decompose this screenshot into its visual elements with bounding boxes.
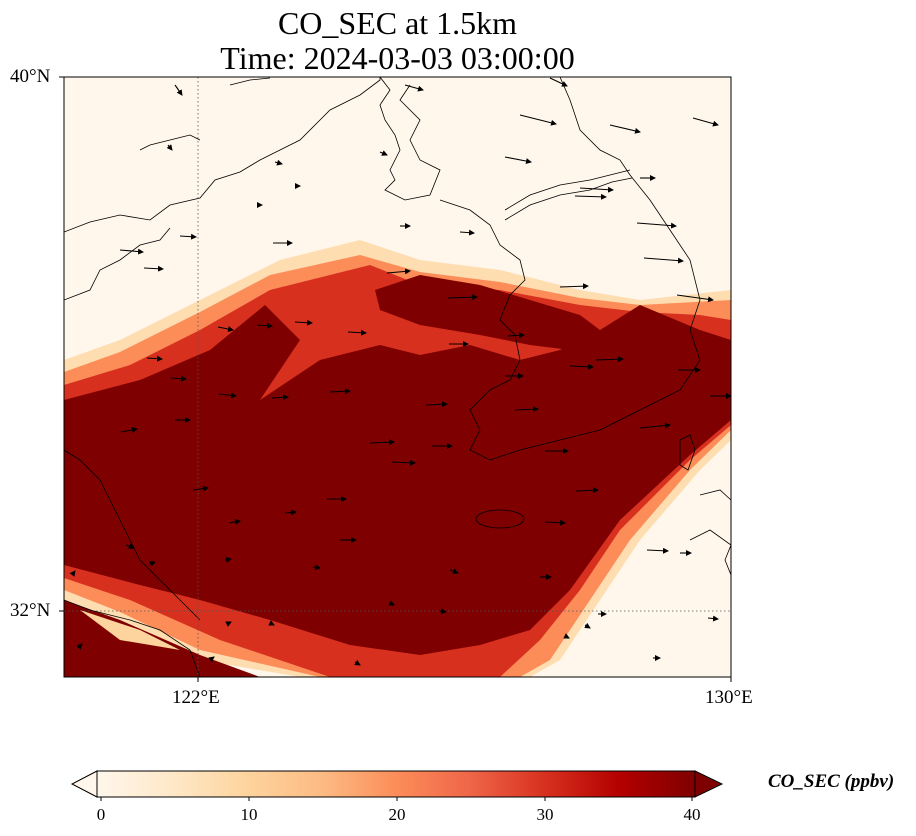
wind-arrow: [447, 294, 478, 301]
colorbar-tick-40: 40: [683, 805, 701, 824]
lat-tick-label-32: 32°N: [10, 600, 51, 621]
wind-arrow: [579, 186, 614, 193]
colorbar-label: CO_SEC (ppbv): [768, 771, 895, 792]
wind-arrow: [217, 326, 234, 332]
wind-arrow: [575, 487, 599, 494]
gridlines: [64, 77, 731, 677]
wind-arrow: [170, 375, 187, 382]
wind-arrow: [514, 406, 539, 413]
wind-arrow: [149, 561, 156, 567]
colorbar-tick-10: 10: [240, 805, 258, 824]
wind-vectors: [69, 77, 731, 666]
wind-arrow: [146, 355, 163, 362]
colorbar-extend-min: [70, 770, 98, 798]
wind-arrow: [294, 319, 313, 326]
wind-arrow: [584, 622, 591, 629]
wind-arrow: [354, 659, 361, 666]
colorbar-tick-30: 30: [536, 805, 554, 824]
colorbar-tick-20: 20: [388, 805, 406, 824]
chart-title-line-2: Time: 2024-03-03 03:00:00: [220, 40, 575, 76]
wind-arrow: [676, 294, 714, 303]
wind-arrow: [559, 283, 589, 290]
wind-arrow: [369, 439, 395, 446]
wind-arrow: [69, 570, 76, 577]
wind-arrow: [284, 509, 297, 516]
wind-arrow: [166, 144, 173, 151]
wind-arrow: [225, 621, 232, 627]
wind-arrow: [609, 124, 641, 134]
wind-arrow: [256, 322, 273, 329]
colorbar-extend-max: [694, 770, 724, 798]
wind-arrow: [425, 401, 448, 408]
wind-arrow: [143, 265, 164, 272]
wind-arrow: [312, 564, 321, 571]
wind-arrow: [224, 556, 232, 563]
wind-arrow: [271, 394, 289, 401]
wind-arrow: [174, 84, 183, 96]
wind-arrow: [120, 426, 138, 433]
wind-arrow: [639, 422, 671, 429]
wind-arrow: [218, 392, 237, 399]
wind-arrow: [329, 388, 351, 395]
wind-arrow: [569, 363, 594, 370]
wind-arrow: [595, 356, 624, 363]
wind-arrow: [119, 248, 144, 255]
wind-arrow: [125, 543, 135, 550]
wind-arrow: [439, 608, 447, 615]
colorbar: [70, 770, 724, 801]
lon-tick-label-122: 122°E: [172, 687, 220, 708]
wind-arrow: [179, 233, 197, 240]
wind-arrow: [449, 568, 459, 575]
wind-arrow: [76, 643, 83, 650]
wind-arrow: [643, 257, 684, 264]
wind-arrow: [504, 156, 532, 165]
wind-arrow: [192, 485, 209, 492]
wind-arrow: [574, 193, 607, 200]
lon-tick-label-130: 130°E: [705, 687, 753, 708]
wind-arrow: [386, 268, 411, 275]
wind-arrow: [507, 332, 525, 339]
wind-arrow: [636, 222, 677, 229]
colorbar-tick-0: 0: [96, 805, 106, 824]
wind-arrow: [391, 459, 416, 466]
wind-arrow: [208, 656, 215, 663]
coastlines: [64, 77, 731, 677]
concentration-field: [64, 77, 731, 677]
chart-title-line-1: CO_SEC at 1.5km: [277, 5, 518, 41]
wind-arrow: [228, 518, 241, 525]
wind-arrow: [274, 159, 283, 166]
wind-arrow: [549, 77, 568, 87]
axis-ticks: [59, 76, 732, 682]
wind-arrow: [379, 150, 388, 156]
wind-arrow: [268, 620, 275, 626]
wind-arrow: [404, 84, 424, 92]
wind-arrow: [459, 229, 475, 236]
map-frame: [63, 76, 732, 678]
lat-tick-label-40: 40°N: [10, 66, 51, 87]
wind-arrow: [347, 329, 367, 336]
wind-arrow: [544, 519, 566, 526]
wind-arrow: [707, 615, 719, 622]
wind-arrow: [563, 633, 570, 639]
wind-arrow: [646, 547, 669, 554]
wind-arrow: [692, 117, 719, 127]
wind-arrow: [388, 600, 395, 606]
wind-arrow: [519, 114, 557, 126]
